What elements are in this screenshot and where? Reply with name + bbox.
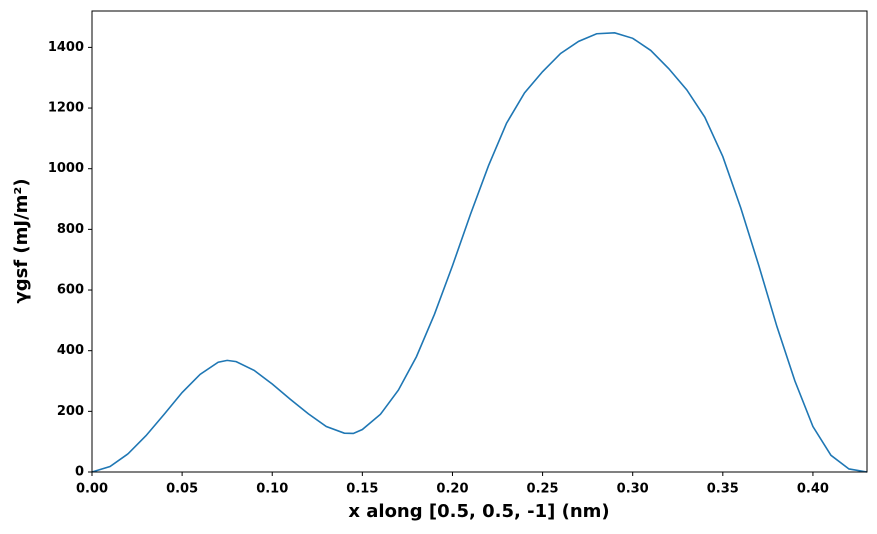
x-tick-label: 0.00 (76, 482, 108, 497)
y-tick-label: 200 (57, 404, 84, 419)
x-tick-label: 0.10 (256, 482, 288, 497)
y-tick-label: 1000 (48, 161, 84, 176)
x-tick-label: 0.15 (346, 482, 378, 497)
x-tick-label: 0.25 (527, 482, 559, 497)
y-tick-label: 1200 (48, 101, 84, 116)
y-tick-label: 1400 (48, 40, 84, 55)
x-tick-label: 0.35 (707, 482, 739, 497)
y-tick-label: 800 (57, 222, 84, 237)
x-tick-label: 0.20 (436, 482, 468, 497)
plot-frame (91, 10, 868, 473)
x-tick-label: 0.30 (617, 482, 649, 497)
x-tick-label: 0.40 (797, 482, 829, 497)
line-series (91, 32, 868, 473)
x-axis-label: x along [0.5, 0.5, -1] (nm) (348, 501, 609, 522)
y-axis-label: γgsf (mJ/m²) (11, 178, 32, 303)
y-tick-label: 600 (57, 283, 84, 298)
y-tick-label: 0 (75, 465, 84, 480)
x-tick-label: 0.05 (166, 482, 198, 497)
y-tick-label: 400 (57, 343, 84, 358)
